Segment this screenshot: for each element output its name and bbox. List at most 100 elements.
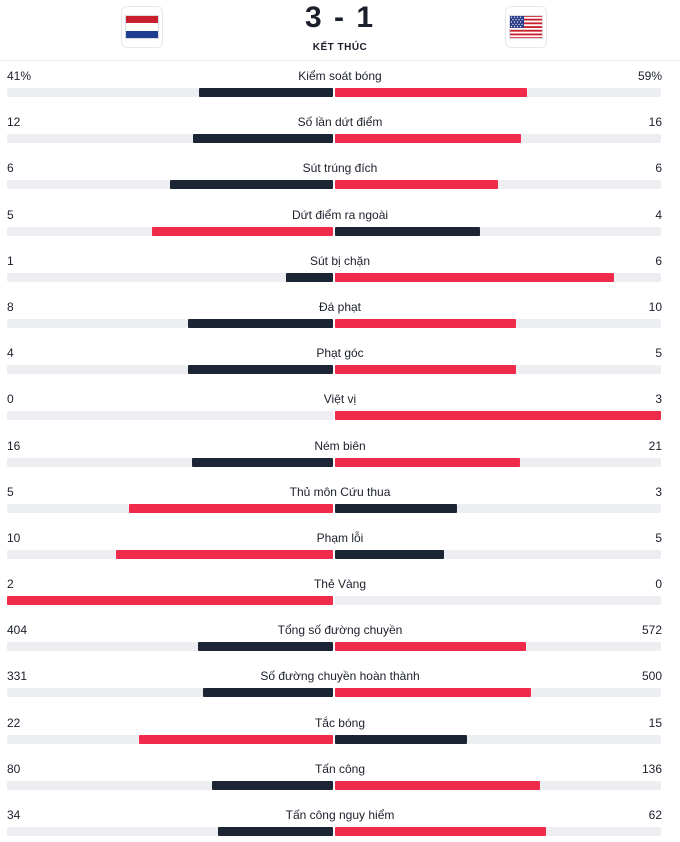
stat-away-bar: [335, 549, 444, 559]
stat-home-track: [7, 596, 333, 606]
stat-away-bar: [335, 503, 458, 513]
stat-away-bar: [335, 411, 661, 421]
stat-row: 16 Ném biên 21: [0, 436, 680, 482]
stat-home-value: 1: [7, 253, 14, 268]
stat-home-bar: [139, 734, 333, 744]
stat-away-bar: [335, 780, 541, 790]
stat-home-track: [7, 642, 333, 652]
stat-label: Ném biên: [314, 438, 366, 453]
stat-away-track: [335, 180, 661, 190]
stat-home-value: 404: [7, 623, 28, 638]
stat-home-bar: [115, 549, 333, 559]
stat-home-value: 16: [7, 438, 21, 453]
stat-away-track: [335, 642, 661, 652]
stat-away-bar: [335, 734, 468, 744]
stat-home-value: 22: [7, 715, 21, 730]
stat-row: 5 Thủ môn Cứu thua 3: [0, 482, 680, 528]
stat-away-track: [335, 457, 661, 467]
stat-home-track: [7, 827, 333, 836]
stat-home-value: 2: [7, 577, 14, 592]
stat-away-value: 21: [648, 438, 662, 453]
stat-away-track: [335, 272, 661, 282]
stat-home-value: 331: [7, 669, 28, 684]
stat-away-bar: [335, 642, 527, 652]
stat-home-bar: [199, 88, 333, 97]
stat-away-track: [335, 596, 661, 606]
stat-home-track: [7, 411, 333, 421]
stat-home-value: 41%: [7, 69, 32, 83]
stat-away-value: 10: [648, 299, 662, 314]
away-team-flag[interactable]: [505, 6, 547, 48]
match-score: 3 - 1: [304, 1, 376, 34]
stat-home-value: 4: [7, 346, 14, 361]
stat-row: 4 Phạt góc 5: [0, 343, 680, 389]
stat-home-bar: [129, 503, 333, 513]
stat-away-track: [335, 827, 661, 836]
stat-label: Số đường chuyền hoàn thành: [260, 669, 420, 684]
stat-home-bar: [217, 827, 333, 836]
stat-away-value: 5: [655, 346, 662, 361]
stat-away-value: 136: [641, 761, 662, 776]
stat-row: 10 Phạm lỗi 5: [0, 528, 680, 574]
stat-away-track: [335, 503, 661, 513]
stat-row: 6 Sút trúng đích 6: [0, 158, 680, 204]
stat-home-value: 0: [7, 392, 14, 407]
stat-home-bar: [212, 780, 333, 790]
stat-away-track: [335, 549, 661, 559]
stat-away-value: 59%: [637, 69, 662, 83]
usa-flag-icon: [509, 15, 543, 39]
stat-home-value: 8: [7, 299, 14, 314]
netherlands-flag-icon: [125, 15, 159, 39]
stat-away-bar: [335, 134, 522, 144]
stat-away-bar: [335, 827, 546, 836]
stat-away-value: 15: [648, 715, 662, 730]
stat-row: 80 Tấn công 136: [0, 759, 680, 805]
stat-home-track: [7, 180, 333, 190]
stat-home-track: [7, 688, 333, 698]
stat-home-track: [7, 134, 333, 144]
stat-away-bar: [335, 365, 517, 375]
stat-home-bar: [188, 365, 333, 375]
stat-label: Tấn công: [314, 761, 366, 776]
stat-away-bar: [335, 457, 521, 467]
home-team-flag[interactable]: [121, 6, 163, 48]
stat-away-track: [335, 134, 661, 144]
match-status: KẾT THÚC: [312, 42, 368, 53]
stat-row: 41% Kiểm soát bóng 59%: [0, 66, 680, 112]
stat-home-track: [7, 503, 333, 513]
stat-home-track: [7, 88, 333, 97]
stat-away-track: [335, 780, 661, 790]
stat-label: Phạm lỗi: [316, 530, 364, 545]
stat-label: Thủ môn Cứu thua: [289, 484, 391, 499]
stat-row: 1 Sút bị chặn 6: [0, 251, 680, 297]
match-header: 3 - 1 KẾT THÚC: [0, 0, 680, 60]
stat-away-value: 5: [655, 530, 662, 545]
stat-home-bar: [192, 457, 333, 467]
stat-away-value: 3: [655, 484, 662, 499]
stat-home-value: 5: [7, 484, 14, 499]
stat-away-value: 6: [655, 161, 662, 176]
stat-home-track: [7, 549, 333, 559]
stat-row: 8 Đá phạt 10: [0, 297, 680, 343]
stat-away-value: 62: [648, 808, 662, 822]
stat-away-value: 500: [641, 669, 662, 684]
stat-away-bar: [335, 272, 615, 282]
stat-away-value: 0: [655, 577, 662, 592]
stat-home-value: 6: [7, 161, 14, 176]
stat-home-bar: [170, 180, 333, 190]
stat-home-value: 10: [7, 530, 21, 545]
stat-away-value: 3: [655, 392, 662, 407]
stat-home-value: 80: [7, 761, 21, 776]
stat-row: 5 Dứt điểm ra ngoài 4: [0, 205, 680, 251]
stat-row: 0 Việt vị 3: [0, 389, 680, 435]
stat-away-track: [335, 411, 661, 421]
stat-home-bar: [7, 596, 333, 606]
stat-away-track: [335, 734, 661, 744]
stat-away-bar: [335, 88, 528, 97]
stat-label: Thẻ Vàng: [313, 577, 367, 592]
stat-home-track: [7, 780, 333, 790]
stat-label: Việt vị: [323, 392, 357, 407]
stat-away-value: 4: [655, 207, 662, 222]
match-stats-list: 41% Kiểm soát bóng 59% 12 Số lần dứt điểm 16 6…: [0, 66, 680, 842]
stat-label: Kiểm soát bóng: [298, 69, 382, 83]
